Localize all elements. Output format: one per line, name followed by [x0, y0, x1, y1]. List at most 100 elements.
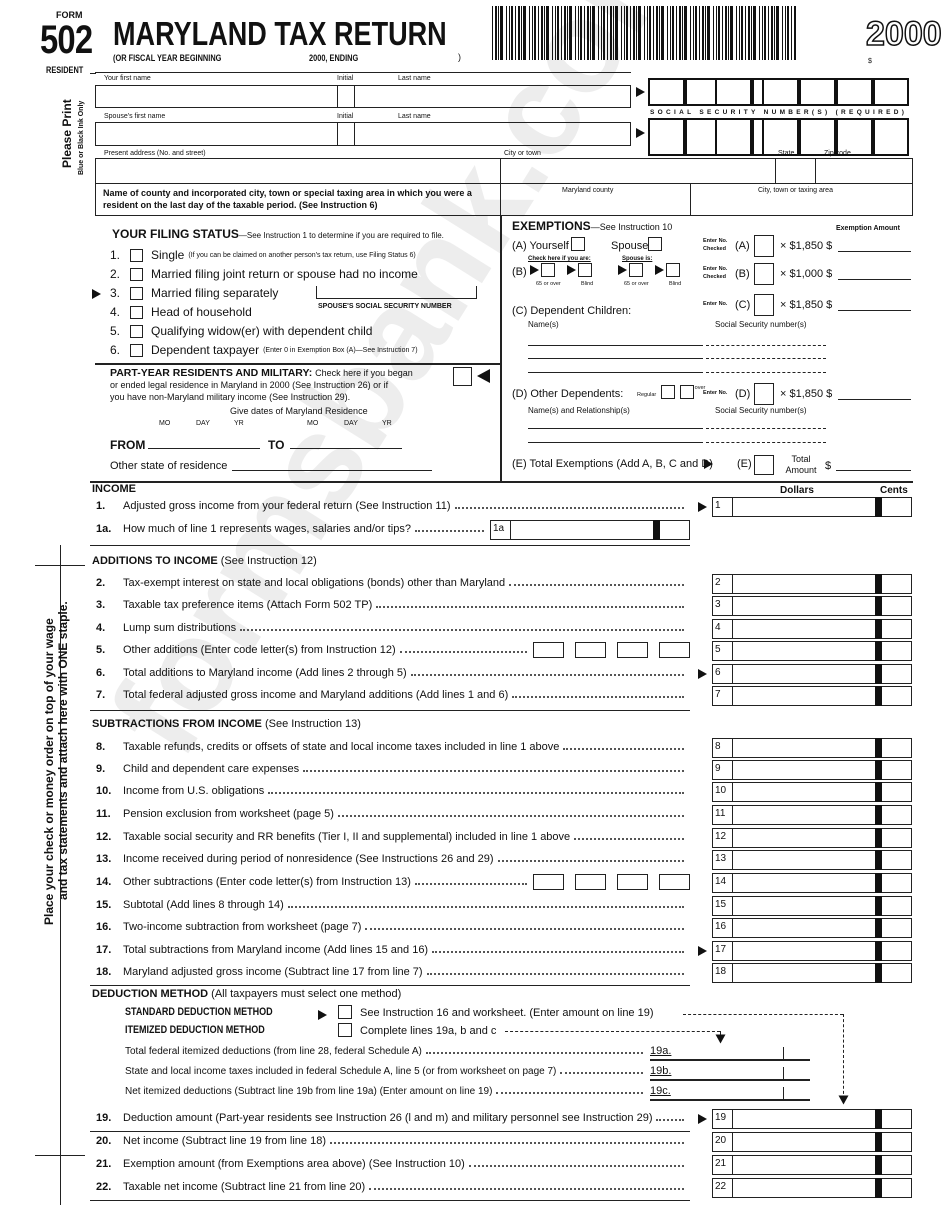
line-22-amount-field[interactable]: 22: [712, 1178, 912, 1198]
line-17-amount-field[interactable]: 17: [712, 941, 912, 961]
ssn-digit-box[interactable]: [836, 78, 873, 106]
ssn-digit-box[interactable]: [762, 118, 799, 156]
spouse-ssn-filing-field[interactable]: [316, 298, 476, 299]
code-letter-box[interactable]: [575, 642, 606, 658]
ssn-digit-box[interactable]: [648, 118, 685, 156]
line-3-amount-field[interactable]: 3: [712, 596, 912, 616]
code-letter-box[interactable]: [533, 874, 564, 890]
spouse-65-checkbox[interactable]: [629, 263, 643, 277]
filing-checkbox[interactable]: [130, 267, 143, 281]
ssn-digit-box[interactable]: [836, 118, 873, 156]
line-7-amount-field[interactable]: 7: [712, 686, 912, 706]
line-21-amount-field[interactable]: 21: [712, 1155, 912, 1175]
line-4-amount-field[interactable]: 4: [712, 619, 912, 639]
dependent-ssn-field[interactable]: [706, 345, 826, 346]
ssn-digit-box[interactable]: [715, 118, 752, 156]
line-16-amount-field[interactable]: 16: [712, 918, 912, 938]
line-14-amount-field[interactable]: 14: [712, 873, 912, 893]
itemized-method-checkbox[interactable]: [338, 1023, 352, 1037]
code-letter-box[interactable]: [659, 874, 690, 890]
ssn-digit-box[interactable]: [873, 78, 909, 106]
line-8-amount-field[interactable]: 8: [712, 738, 912, 758]
filing-option-4[interactable]: 4. Head of household: [110, 305, 256, 319]
part-year-checkbox[interactable]: [453, 367, 472, 386]
filing-checkbox[interactable]: [130, 248, 143, 262]
from-date-field[interactable]: [148, 448, 260, 449]
dependent-name-field[interactable]: [528, 372, 703, 373]
dependent-name-field[interactable]: [528, 442, 703, 443]
city-area-field[interactable]: [690, 183, 913, 216]
spouse-name-field[interactable]: [95, 122, 631, 146]
dependent-ssn-field[interactable]: [706, 442, 826, 443]
filing-option-2[interactable]: 2. Married filing joint return or spouse …: [110, 267, 422, 281]
ssn-digit-box[interactable]: [799, 118, 836, 156]
line-13-amount-field[interactable]: 13: [712, 850, 912, 870]
line-15-amount-field[interactable]: 15: [712, 896, 912, 916]
filing-checkbox[interactable]: [130, 343, 143, 357]
line-2-amount-field[interactable]: 2: [712, 574, 912, 594]
dependent-ssn-field[interactable]: [706, 428, 826, 429]
exemption-count-box-1[interactable]: [754, 235, 774, 257]
spouse-initial-field[interactable]: [337, 122, 355, 146]
line-9-amount-field[interactable]: 9: [712, 760, 912, 780]
dependent-name-field[interactable]: [528, 358, 703, 359]
dependent-ssn-field[interactable]: [706, 358, 826, 359]
spouse-ssn-field[interactable]: [648, 118, 912, 156]
filing-option-3[interactable]: 3. Married filing separately: [110, 286, 282, 300]
exemption-amount-field[interactable]: [838, 310, 911, 311]
address-field[interactable]: [95, 158, 501, 184]
filing-option-1[interactable]: 1. Single (If you can be claimed on anothe…: [110, 248, 416, 262]
ssn-digit-box[interactable]: [873, 118, 909, 156]
line-11-amount-field[interactable]: 11: [712, 805, 912, 825]
exemption-amount-field[interactable]: [838, 251, 911, 252]
filing-checkbox[interactable]: [130, 286, 143, 300]
ssn-digit-box[interactable]: [799, 78, 836, 106]
self-blind-checkbox[interactable]: [578, 263, 592, 277]
code-letter-box[interactable]: [617, 642, 648, 658]
taxpayer-name-field[interactable]: [95, 85, 631, 108]
line-12-amount-field[interactable]: 12: [712, 828, 912, 848]
d-65-checkbox[interactable]: [680, 385, 694, 399]
total-amount-field[interactable]: [836, 470, 911, 471]
state-field[interactable]: [775, 158, 816, 184]
ssn-digit-box[interactable]: [648, 78, 685, 106]
itemized-amount-field[interactable]: [650, 1099, 810, 1101]
exemption-count-box-4[interactable]: [754, 383, 774, 405]
other-state-field[interactable]: [232, 470, 432, 471]
dependent-ssn-field[interactable]: [706, 372, 826, 373]
line-1-amount-field[interactable]: 1: [712, 497, 912, 517]
exemption-count-box-2[interactable]: [754, 263, 774, 285]
filing-checkbox[interactable]: [130, 324, 143, 338]
line-1a-amount-field[interactable]: 1a: [490, 520, 690, 540]
line-6-amount-field[interactable]: 6: [712, 664, 912, 684]
total-exemptions-box[interactable]: [754, 455, 774, 475]
exemption-amount-field[interactable]: [838, 399, 911, 400]
yourself-checkbox[interactable]: [571, 237, 585, 251]
code-letter-box[interactable]: [617, 874, 648, 890]
spouse-blind-checkbox[interactable]: [666, 263, 680, 277]
code-letter-box[interactable]: [575, 874, 606, 890]
dependent-name-field[interactable]: [528, 428, 703, 429]
to-date-field[interactable]: [290, 448, 402, 449]
line-18-amount-field[interactable]: 18: [712, 963, 912, 983]
code-letter-box[interactable]: [533, 642, 564, 658]
exemption-count-box-3[interactable]: [754, 294, 774, 316]
spouse-checkbox[interactable]: [648, 237, 662, 251]
dependent-name-field[interactable]: [528, 345, 703, 346]
itemized-amount-field[interactable]: [650, 1079, 810, 1081]
ssn-digit-box[interactable]: [715, 78, 752, 106]
code-letter-box[interactable]: [659, 642, 690, 658]
regular-checkbox[interactable]: [661, 385, 675, 399]
filing-option-6[interactable]: 6. Dependent taxpayer (Enter 0 in Exemptio…: [110, 343, 418, 357]
filing-option-5[interactable]: 5. Qualifying widow(er) with dependent ch…: [110, 324, 376, 338]
city-field[interactable]: [500, 158, 776, 184]
line-20-amount-field[interactable]: 20: [712, 1132, 912, 1152]
exemption-amount-field[interactable]: [838, 279, 911, 280]
ssn-digit-box[interactable]: [762, 78, 799, 106]
filing-checkbox[interactable]: [130, 305, 143, 319]
itemized-amount-field[interactable]: [650, 1059, 810, 1061]
taxpayer-initial-field[interactable]: [337, 85, 355, 108]
line-19-amount-field[interactable]: 19: [712, 1109, 912, 1129]
line-5-amount-field[interactable]: 5: [712, 641, 912, 661]
standard-method-checkbox[interactable]: [338, 1005, 352, 1019]
